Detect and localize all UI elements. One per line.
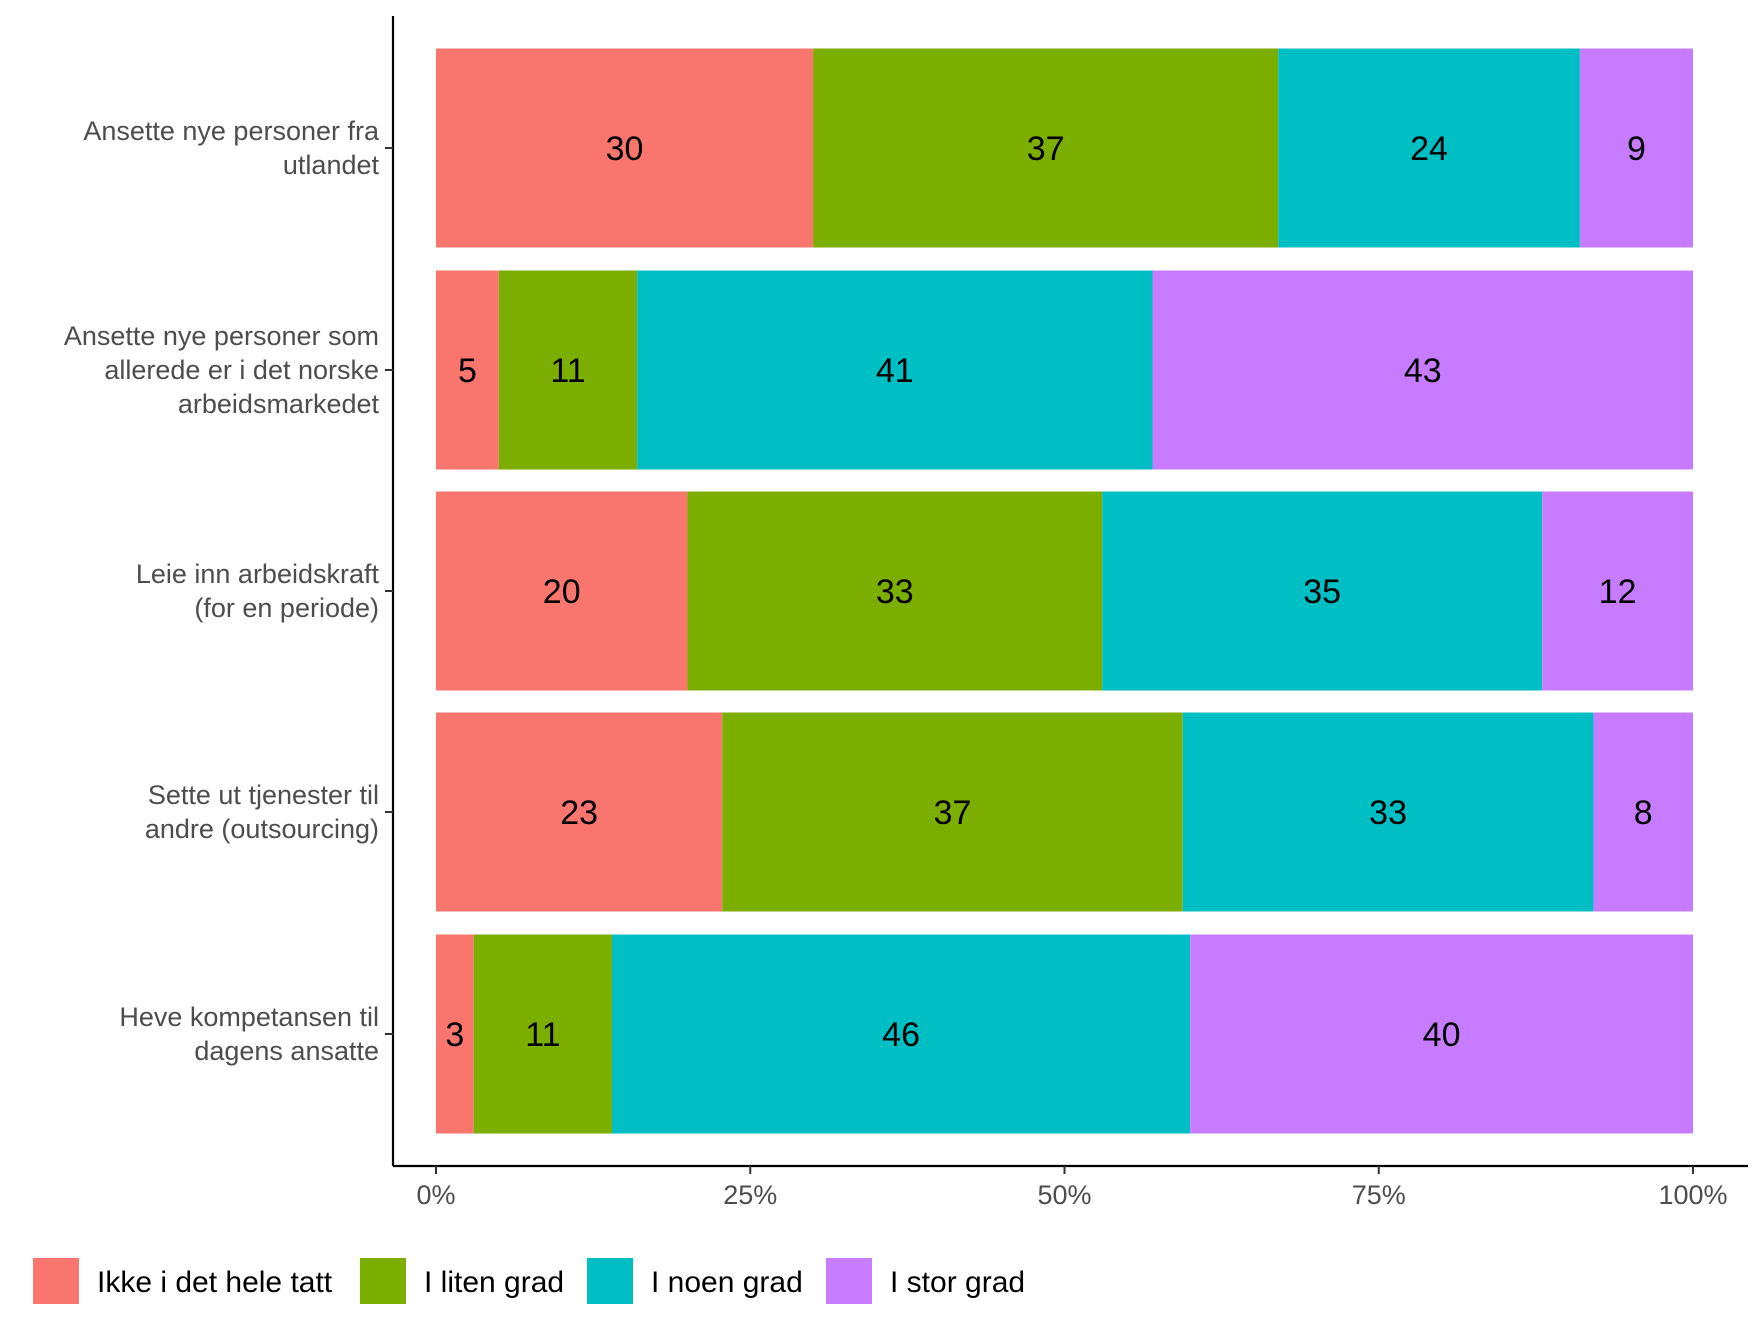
bar-segment [722,712,1183,912]
bar-value-label: 20 [543,573,581,611]
category-label: arbeidsmarkedet [178,389,380,419]
bar-segment [611,934,1191,1134]
legend-swatch [587,1258,633,1304]
category-label: Heve kompetansen til [119,1002,379,1032]
bar-value-label: 41 [876,352,914,390]
bar-segment [813,48,1279,248]
bar-value-label: 11 [525,1016,560,1054]
legend-label: I liten grad [424,1266,564,1299]
bar-segment [436,270,499,470]
legend-swatch [826,1258,872,1304]
axes-layer: Ansette nye personer fra utlandet Ansette … [64,16,1748,1210]
bar-value-label: 33 [1369,794,1407,832]
bar-value-label: 3 [445,1016,464,1054]
bar-labels-layer: 30 37 24 9 5 11 41 43 20 33 35 12 23 37 33 8 3 11 46 40 [445,130,1652,1054]
bar-value-label: 37 [934,794,972,832]
bar-segment [1152,270,1693,470]
bar-value-label: 12 [1599,573,1637,611]
bar-segment [436,48,814,248]
bar-value-label: 23 [560,794,598,832]
bar-segment [436,491,688,691]
bar-segment [1579,48,1693,248]
bar-segment [1190,934,1693,1134]
bar-segment [473,934,612,1134]
category-label: Leie inn arbeidskraft [136,559,380,589]
bar-segment [1182,712,1594,912]
bar-value-label: 5 [458,352,477,390]
bar-value-label: 35 [1303,573,1341,611]
bar-value-label: 33 [876,573,914,611]
x-tick-label: 100% [1658,1180,1727,1210]
bars-layer [436,48,1693,1134]
bar-segment [1102,491,1543,691]
bar-value-label: 40 [1423,1016,1461,1054]
bar-value-label: 30 [606,130,644,168]
legend-label: I noen grad [651,1266,803,1299]
category-label: utlandet [283,150,380,180]
x-tick-label: 75% [1352,1180,1406,1210]
bar-segment [436,934,474,1134]
legend-label: Ikke i det hele tatt [97,1266,333,1299]
category-label: Ansette nye personer fra [83,116,380,146]
bar-value-label: 11 [550,352,585,390]
bar-value-label: 43 [1404,352,1442,390]
bar-value-label: 8 [1634,794,1653,832]
legend: Ikke i det hele tatt I liten grad I noen g… [33,1258,1025,1304]
bar-segment [637,270,1153,470]
x-tick-label: 25% [723,1180,777,1210]
bar-segment [1542,491,1693,691]
bar-value-label: 46 [882,1016,920,1054]
legend-label: I stor grad [890,1266,1025,1299]
bar-segment [498,270,638,470]
category-label: Ansette nye personer som [64,321,379,351]
bar-value-label: 37 [1027,130,1065,168]
bar-segment [1278,48,1580,248]
category-label: andre (outsourcing) [145,814,379,844]
bar-segment [687,491,1103,691]
bar-segment [436,712,723,912]
bar-value-label: 9 [1627,130,1646,168]
category-label: dagens ansatte [194,1036,379,1066]
legend-swatch [360,1258,406,1304]
x-tick-label: 0% [416,1180,455,1210]
category-label: Sette ut tjenester til [148,780,379,810]
category-label: allerede er i det norske [104,355,379,385]
bar-segment [1593,712,1693,912]
category-label: (for en periode) [194,593,379,623]
legend-swatch [33,1258,79,1304]
x-tick-label: 50% [1037,1180,1091,1210]
bar-value-label: 24 [1410,130,1448,168]
